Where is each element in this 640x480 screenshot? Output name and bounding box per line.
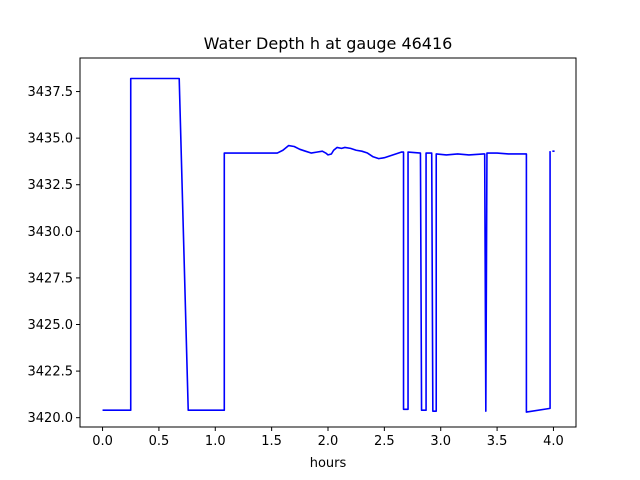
y-tick-label: 3435.0 [28,132,74,147]
x-tick-label: 4.0 [543,434,564,449]
y-tick-label: 3432.5 [28,178,74,193]
chart-title: Water Depth h at gauge 46416 [204,34,453,53]
x-axis-label: hours [310,456,347,471]
plot-area [102,77,555,413]
y-tick-label: 3427.5 [28,271,74,286]
x-tick-label: 3.5 [487,434,508,449]
y-tick-label: 3422.5 [28,365,74,380]
x-tick-label: 2.5 [374,434,395,449]
x-tick-label: 0.5 [149,434,170,449]
y-tick-label: 3437.5 [28,85,74,100]
x-tick-label: 1.0 [205,434,226,449]
y-axis: 3420.0 3422.5 3425.0 3427.5 3430.0 3432.5 3435… [28,85,80,426]
x-tick-label: 3.0 [430,434,451,449]
y-tick-label: 3430.0 [28,225,74,240]
x-tick-label: 2.0 [318,434,339,449]
series-line-0-segment-0 [102,77,551,413]
y-tick-label: 3425.0 [28,318,74,333]
x-tick-label: 1.5 [261,434,282,449]
x-axis: 0.0 0.5 1.0 1.5 2.0 2.5 3.0 3.5 4.0 [92,427,564,449]
y-tick-label: 3420.0 [28,411,74,426]
x-tick-label: 0.0 [92,434,113,449]
